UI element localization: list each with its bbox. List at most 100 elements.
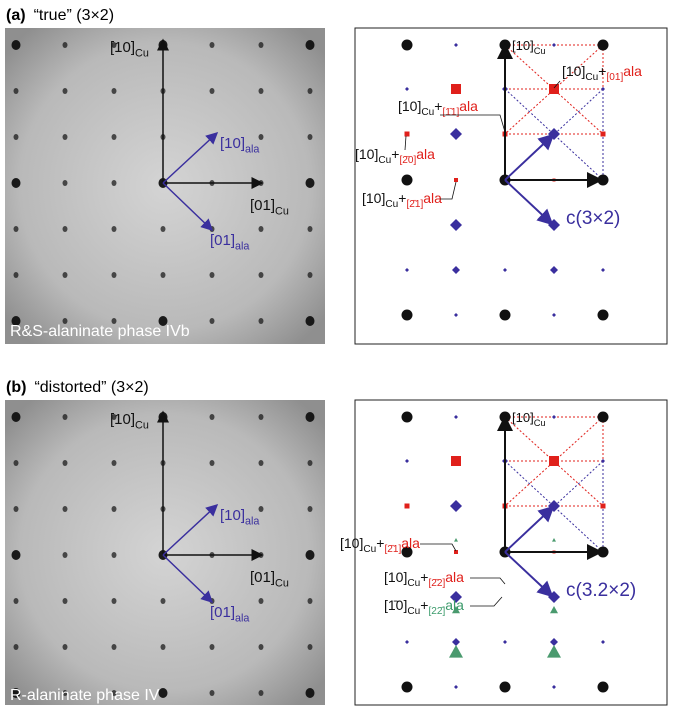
- label-part: +: [434, 98, 442, 114]
- diffraction-spot: [112, 134, 117, 140]
- subscript: [22̄]: [428, 606, 445, 617]
- diffraction-spot: [14, 134, 19, 140]
- diffraction-spot: [14, 272, 19, 278]
- diffraction-spot: [259, 598, 264, 604]
- diffraction-spot: [14, 88, 19, 94]
- diffraction-spot: [308, 226, 313, 232]
- ala-spot: [549, 84, 559, 94]
- diffraction-spot: [308, 598, 313, 604]
- label-part: [10]: [220, 507, 245, 524]
- subscript: Cu: [534, 418, 546, 428]
- panel-heading: “true” (3×2): [34, 7, 114, 24]
- label-part: +: [376, 535, 384, 551]
- diffraction-spot: [259, 226, 264, 232]
- diffraction-spot: [259, 644, 264, 650]
- label-part: ala: [623, 63, 642, 79]
- diffraction-spot: [63, 134, 68, 140]
- diffraction-spot: [306, 316, 315, 326]
- label-part: [10]: [512, 410, 534, 425]
- diffraction-spot: [161, 272, 166, 278]
- diffraction-spot: [161, 226, 166, 232]
- diffraction-spot: [112, 226, 117, 232]
- diffraction-spot: [259, 460, 264, 466]
- diffraction-spot: [210, 644, 215, 650]
- diffraction-spot: [63, 180, 68, 186]
- label-part: [10]: [220, 135, 245, 152]
- diffraction-spot: [112, 598, 117, 604]
- subscript: [2̄0]: [399, 155, 416, 166]
- diffraction-spot: [210, 42, 215, 48]
- label-part: [1̄0]: [384, 597, 407, 613]
- diffraction-spot: [14, 506, 19, 512]
- label-part: +: [420, 569, 428, 585]
- diffraction-spot: [14, 460, 19, 466]
- cu-spot: [500, 310, 511, 321]
- image-caption: R-alaninate phase IV: [10, 687, 160, 704]
- subscript: Cu: [585, 72, 598, 83]
- ala-spot: [451, 84, 461, 94]
- diffraction-spot: [112, 552, 117, 558]
- label-part: [01]: [210, 232, 235, 249]
- cu-spot: [402, 40, 413, 51]
- label-part: ala: [401, 535, 420, 551]
- diffraction-spot: [14, 644, 19, 650]
- subscript: Cu: [534, 46, 546, 56]
- label-part: [10]: [362, 190, 385, 206]
- diffraction-spot: [259, 690, 264, 696]
- diffraction-spot: [63, 644, 68, 650]
- cu-spot: [598, 412, 609, 423]
- diffraction-spot: [63, 226, 68, 232]
- diffraction-spot: [12, 550, 21, 560]
- diffraction-spot: [259, 42, 264, 48]
- diffraction-spot: [12, 178, 21, 188]
- cell-label: c(3×2): [566, 208, 620, 229]
- subscript: ala: [245, 516, 259, 528]
- diffraction-spot: [112, 506, 117, 512]
- cu-spot: [402, 412, 413, 423]
- subscript: [2̄1]: [406, 199, 423, 210]
- cu-spot: [500, 682, 511, 693]
- diffraction-spot: [210, 414, 215, 420]
- label-part: ala: [423, 190, 442, 206]
- ala-spot: [601, 132, 606, 137]
- label-part: [01]: [210, 604, 235, 621]
- diffraction-spot: [12, 40, 21, 50]
- subscript: ala: [235, 613, 249, 625]
- label-part: +: [398, 190, 406, 206]
- subscript: Cu: [363, 544, 376, 555]
- subscript: [2̄1]: [384, 544, 401, 555]
- diffraction-spot: [159, 688, 168, 698]
- diffraction-spot: [14, 226, 19, 232]
- diffraction-spot: [63, 88, 68, 94]
- diffraction-spot: [12, 412, 21, 422]
- diffraction-spot: [210, 88, 215, 94]
- subscript: [2̄2]: [428, 578, 445, 589]
- label-part: [10]: [384, 569, 407, 585]
- diffraction-spot: [161, 598, 166, 604]
- subscript: Cu: [275, 578, 289, 590]
- diffraction-spot: [112, 644, 117, 650]
- diffraction-spot: [306, 550, 315, 560]
- label-part: +: [391, 146, 399, 162]
- label-part: +: [598, 63, 606, 79]
- diffraction-spot: [306, 688, 315, 698]
- panel-title: (a) “true” (3×2): [6, 7, 114, 24]
- cu-spot: [598, 310, 609, 321]
- subscript: Cu: [407, 578, 420, 589]
- subscript: ala: [245, 144, 259, 156]
- diffraction-spot: [210, 272, 215, 278]
- subscript: ala: [235, 241, 249, 253]
- label-part: [01]: [250, 197, 275, 214]
- subscript: Cu: [385, 199, 398, 210]
- label-part: [10]: [562, 63, 585, 79]
- ala-spot: [451, 456, 461, 466]
- cu-spot: [598, 682, 609, 693]
- cu-spot: [402, 310, 413, 321]
- panel-label: (a): [6, 7, 26, 24]
- diffraction-spot: [63, 414, 68, 420]
- ala-spot: [405, 504, 410, 509]
- subscript: Cu: [275, 206, 289, 218]
- label-part: ala: [445, 597, 464, 613]
- label-part: [10]: [110, 39, 135, 56]
- diffraction-spot: [259, 88, 264, 94]
